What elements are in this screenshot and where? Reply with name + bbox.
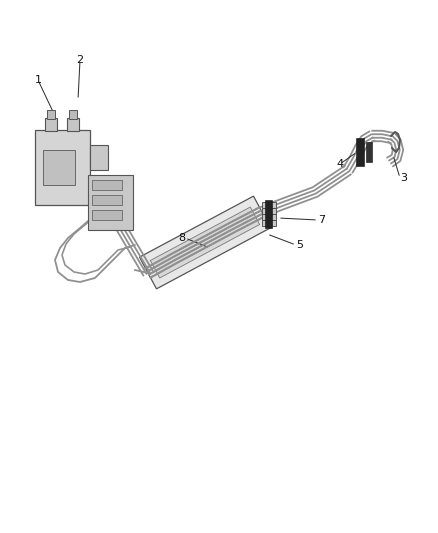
Bar — [69, 110, 77, 119]
Polygon shape — [140, 196, 271, 289]
Bar — [92, 195, 122, 205]
Bar — [262, 214, 276, 220]
Bar — [265, 200, 272, 228]
Text: 3: 3 — [400, 173, 407, 183]
Text: 4: 4 — [336, 159, 343, 169]
Polygon shape — [150, 207, 260, 278]
FancyBboxPatch shape — [35, 130, 90, 205]
Bar — [356, 138, 364, 166]
Bar — [262, 220, 276, 225]
Bar — [262, 202, 276, 207]
Bar — [92, 180, 122, 190]
Text: 7: 7 — [318, 215, 325, 225]
Text: 8: 8 — [178, 233, 185, 243]
Bar — [366, 142, 372, 162]
Bar — [88, 175, 133, 230]
Text: 1: 1 — [35, 75, 42, 85]
Bar — [262, 208, 276, 214]
Text: 2: 2 — [77, 55, 84, 65]
Text: 5: 5 — [296, 240, 303, 250]
Bar — [92, 210, 122, 220]
Bar — [43, 150, 75, 185]
Bar — [45, 118, 57, 131]
Bar — [67, 118, 79, 131]
Bar — [47, 110, 55, 119]
Bar — [90, 145, 108, 170]
